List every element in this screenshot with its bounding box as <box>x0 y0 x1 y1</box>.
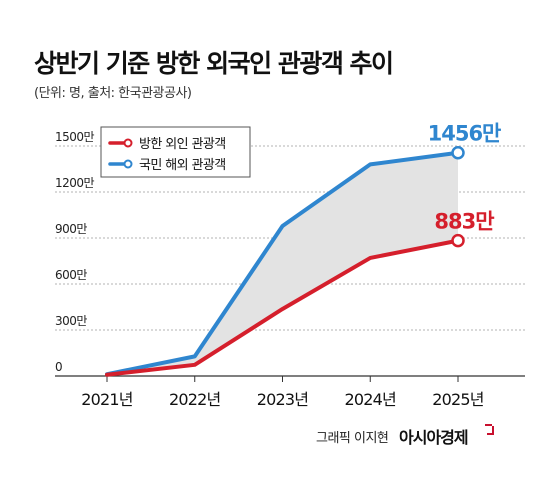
y-tick-label: 1500만 <box>55 130 95 144</box>
chart-subtitle: (단위: 명, 출처: 한국관광공사) <box>34 86 192 101</box>
series-end-marker <box>451 145 465 160</box>
series-end-label: 1456만 <box>428 122 501 146</box>
series-line <box>105 150 460 377</box>
x-tick-label: 2022년 <box>169 390 221 409</box>
publisher-logo: 아시아경제 <box>399 428 469 447</box>
area-layer <box>107 152 458 375</box>
chart-title: 상반기 기준 방한 외국인 관광객 추이 <box>34 49 394 78</box>
y-tick-label: 600만 <box>55 268 87 282</box>
x-tick-label: 2025년 <box>432 390 484 409</box>
legend-entry-label: 방한 외인 관광객 <box>139 137 226 152</box>
line-layer <box>105 150 460 377</box>
grid-layer: 0 300만 600만 900만 1200만 1500만 2021년 2022년 2023년 20… <box>55 130 525 409</box>
y-tick-label: 300만 <box>55 314 87 328</box>
publisher-logo-mark <box>485 424 494 435</box>
label-layer: 1456만 883만 <box>428 122 502 234</box>
legend-swatch-marker <box>123 159 133 169</box>
series-end-label: 883만 <box>434 210 494 234</box>
x-tick-label: 2021년 <box>81 390 133 409</box>
series-end-marker <box>451 233 465 248</box>
y-tick-label: 900만 <box>55 222 87 236</box>
x-tick-label: 2024년 <box>345 390 397 409</box>
series-line <box>105 238 460 377</box>
marker-layer <box>451 145 465 248</box>
x-tick-label: 2023년 <box>257 390 309 409</box>
gap-area <box>107 152 458 375</box>
legend-entry-label: 국민 해외 관광객 <box>139 158 226 173</box>
y-tick-label: 1200만 <box>55 176 95 190</box>
y-tick-label: 0 <box>55 360 62 374</box>
legend-swatch-marker <box>123 138 133 148</box>
legend-box <box>100 126 251 178</box>
graphic-credit: 그래픽 이지현 <box>316 431 389 446</box>
